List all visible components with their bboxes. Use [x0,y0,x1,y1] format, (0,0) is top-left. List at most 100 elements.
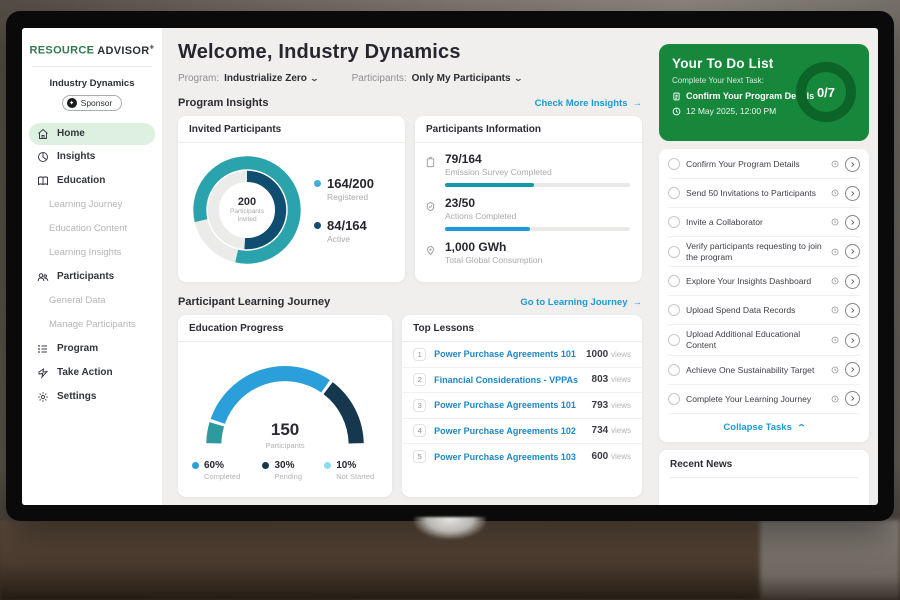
todo-summary-card: Your To Do List Complete Your Next Task:… [659,44,869,141]
lesson-link[interactable]: Financial Considerations - VPPAs [434,374,579,385]
registered-bullet [314,180,321,187]
sidebar-item-participants[interactable]: Participants [22,265,162,289]
sidebar-item-label: Settings [57,391,97,403]
todo-next-task: Confirm Your Program Details [672,91,857,101]
task-checkbox[interactable] [668,275,680,288]
survey-icon [425,152,438,187]
take-action-icon [36,366,49,379]
task-checkbox[interactable] [668,363,680,376]
program-filter-value: Industrialize Zero [224,73,307,84]
check-more-insights-link[interactable]: Check More Insights → [535,98,642,109]
task-checkbox[interactable] [668,245,680,258]
sidebar-item-home[interactable]: Home [29,122,155,145]
logo-advisor: ADVISOR+ [97,42,155,57]
sidebar-item-general-data[interactable]: General Data [49,294,106,306]
task-go-button[interactable] [845,362,860,378]
emission-survey-value: 79/164 [445,152,482,166]
task-checkbox[interactable] [668,216,680,228]
lesson-link[interactable]: Power Purchase Agreements 103 [434,451,576,462]
not-started-label: Not Started [336,472,375,481]
todo-due-label: 12 May 2025, 12:00 PM [686,106,777,116]
invited-legend: 164/200 Registered 84/164 Active [314,176,374,244]
task-go-button[interactable] [845,391,860,407]
sidebar-item-learning-journey[interactable]: Learning Journey [49,198,123,210]
task-checkbox[interactable] [668,158,680,170]
sidebar-item-label: Insights [57,151,96,163]
collapse-tasks-link[interactable]: Collapse Tasks ⌃ [668,414,860,438]
book-icon [36,174,49,187]
task-checkbox[interactable] [668,392,680,405]
lesson-views-suffix: views [610,426,631,436]
todo-due: 12 May 2025, 12:00 PM [672,106,857,116]
task-checkbox[interactable] [668,334,680,347]
sidebar-item-learning-insights[interactable]: Learning Insights [49,246,122,258]
task-clock-icon [831,336,839,344]
home-icon [36,127,49,140]
consumption-stat: 1,000 GWh Total Global Consumption [425,240,630,265]
monitor-bezel: RESOURCE ADVISOR+ Industry Dynamics ✦ Sp… [6,11,894,521]
sidebar-divider [32,65,152,67]
progress-ring-track [796,62,856,122]
task-label: Upload Additional Educational Content [686,329,801,351]
lesson-views: 1000 views [586,349,631,360]
filter-bar: Program: Industrialize Zero ⌄ Participan… [178,73,642,84]
pending-label: Pending [274,472,303,481]
lesson-link[interactable]: Power Purchase Agreements 101 [434,349,576,360]
sidebar-item-insights[interactable]: Insights [22,145,162,169]
sidebar-item-program[interactable]: Program [22,337,162,361]
task-label: Send 50 Invitations to Participants [686,187,816,198]
sidebar-item-manage-participants[interactable]: Manage Participants [49,318,136,330]
todo-next-task-label: Confirm Your Program Details [686,91,815,101]
clock-icon [672,107,681,115]
pending-value: 30% [274,460,295,471]
sidebar-item-education[interactable]: Education [22,169,162,193]
education-gauge-chart: 150 Participants [196,354,374,450]
lesson-rank: 2 [413,373,427,387]
task-go-button[interactable] [845,244,860,260]
lesson-rank: 5 [413,450,427,464]
task-row: Confirm Your Program Details [668,150,860,179]
task-go-button[interactable] [845,214,860,230]
task-go-button[interactable] [845,185,860,201]
lesson-link[interactable]: Power Purchase Agreements 101 [434,400,576,411]
task-clock-icon [831,160,839,168]
sponsor-badge[interactable]: ✦ Sponsor [61,94,123,111]
task-checkbox[interactable] [668,304,680,317]
task-go-button[interactable] [845,332,860,348]
task-checkbox[interactable] [668,187,680,199]
lesson-rank: 4 [413,424,427,438]
lesson-row: 4 Power Purchase Agreements 102 734 view… [402,419,642,444]
todo-progress-count: 0/7 [816,84,836,100]
task-go-button[interactable] [845,302,860,318]
task-label: Explore Your Insights Dashboard [686,276,812,287]
learning-journey-title: Participant Learning Journey [178,296,331,308]
lesson-views-count: 734 [591,425,609,437]
program-filter-select[interactable]: Industrialize Zero ⌄ [224,73,319,84]
task-clock-icon [831,366,839,374]
sidebar-item-education-content[interactable]: Education Content [49,222,128,234]
completed-bullet [192,462,199,469]
sidebar-item-settings[interactable]: Settings [22,385,162,409]
chevron-down-icon: ⌄ [309,74,319,83]
task-row: Invite a Collaborator [668,208,860,237]
lesson-link[interactable]: Power Purchase Agreements 102 [434,425,576,436]
actions-icon [425,196,438,231]
document-icon [673,92,680,100]
lesson-views-count: 600 [591,451,609,463]
goto-learning-journey-link[interactable]: Go to Learning Journey → [520,297,642,308]
lesson-views: 793 views [592,400,631,411]
sidebar-item-take-action[interactable]: Take Action [22,361,162,385]
lesson-views-suffix: views [610,349,631,359]
registered-legend-entry: 164/200 Registered [314,176,374,202]
task-clock-icon [831,278,839,285]
top-lessons-card: Top Lessons 1 Power Purchase Agreements … [402,315,642,497]
program-filter-label: Program: [178,73,220,84]
task-label: Complete Your Learning Journey [686,393,812,404]
participants-filter-select[interactable]: Only My Participants ⌄ [412,73,523,84]
task-go-button[interactable] [845,273,860,289]
task-row: Explore Your Insights Dashboard [668,267,860,297]
task-list-card: Confirm Your Program Details Send 50 Inv… [659,149,869,442]
active-value: 84/164 [327,218,367,233]
task-go-button[interactable] [845,156,860,172]
